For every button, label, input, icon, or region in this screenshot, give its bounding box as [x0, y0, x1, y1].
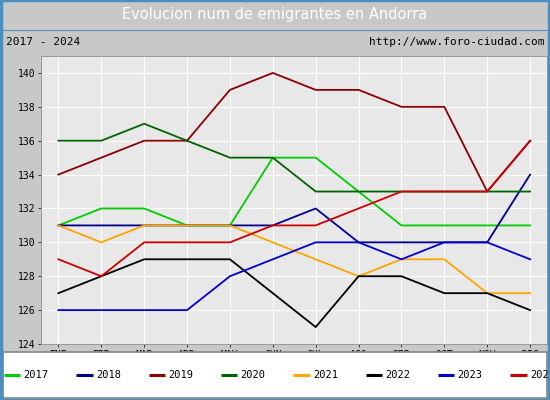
Text: 2022: 2022 [385, 370, 410, 380]
Text: 2020: 2020 [240, 370, 266, 380]
Text: 2021: 2021 [313, 370, 338, 380]
Text: Evolucion num de emigrantes en Andorra: Evolucion num de emigrantes en Andorra [122, 8, 428, 22]
Text: http://www.foro-ciudad.com: http://www.foro-ciudad.com [369, 37, 544, 47]
Text: 2023: 2023 [458, 370, 482, 380]
Text: 2019: 2019 [168, 370, 193, 380]
Text: 2018: 2018 [96, 370, 121, 380]
Text: 2017 - 2024: 2017 - 2024 [6, 37, 80, 47]
FancyBboxPatch shape [3, 352, 547, 398]
Text: 2017: 2017 [24, 370, 48, 380]
Text: 2024: 2024 [530, 370, 550, 380]
